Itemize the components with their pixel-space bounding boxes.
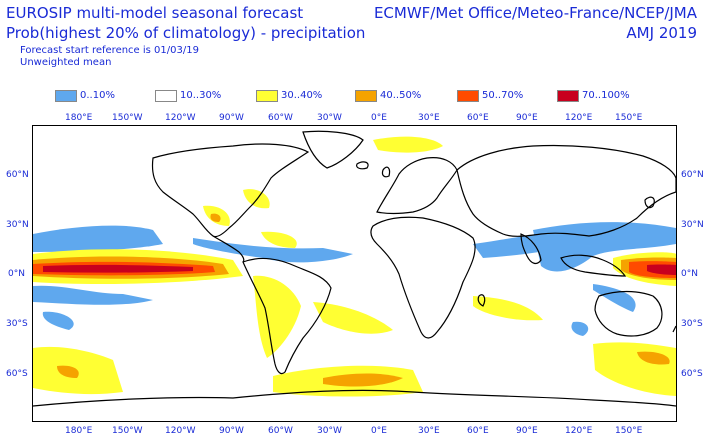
lat-label-left: 0°N	[8, 269, 25, 279]
shade-low-pacific-north	[33, 225, 163, 252]
legend-label: 70..100%	[582, 90, 630, 101]
lon-label-top: 90°W	[219, 113, 244, 123]
lon-label-bottom: 90°E	[516, 426, 538, 436]
shade-70-west-pacific	[647, 264, 676, 275]
lon-label-bottom: 150°W	[112, 426, 143, 436]
lon-label-bottom: 60°E	[467, 426, 489, 436]
lat-label-left: 30°S	[6, 319, 28, 329]
legend-swatch	[155, 90, 177, 102]
lat-label-right: 30°N	[681, 220, 704, 230]
lat-label-right: 30°S	[681, 319, 703, 329]
shade-30-south-atlantic	[313, 302, 393, 334]
lat-label-right: 0°N	[681, 269, 698, 279]
coast-north-america	[151, 143, 310, 238]
centres-label: ECMWF/Met Office/Meteo-France/NCEP/JMA	[373, 4, 697, 22]
shade-low-pacific-south	[33, 285, 153, 305]
shade-40-southern-atlantic	[323, 373, 403, 387]
legend-swatch	[557, 90, 579, 102]
mean-type: Unweighted mean	[20, 57, 112, 68]
forecast-reference: Forecast start reference is 01/03/19	[20, 45, 199, 56]
title-line-2: Prob(highest 20% of climatology) - preci…	[6, 24, 366, 42]
shade-30-south-america	[253, 275, 301, 358]
shade-low-west-pacific-south	[593, 284, 636, 312]
shade-low-east-pacific	[42, 311, 74, 330]
coast-central-america	[212, 235, 245, 263]
lon-label-top: 90°E	[516, 113, 538, 123]
legend-label: 50..70%	[482, 90, 524, 101]
lon-label-top: 150°E	[615, 113, 643, 123]
lon-label-bottom: 90°W	[219, 426, 244, 436]
coast-australia	[594, 290, 663, 337]
lon-label-top: 30°W	[317, 113, 342, 123]
legend-swatch	[55, 90, 77, 102]
coast-asia	[456, 144, 676, 237]
title-line-1: EUROSIP multi-model seasonal forecast	[6, 4, 304, 22]
shade-low-south-indian	[571, 321, 589, 336]
coast-madagascar	[477, 294, 486, 307]
lat-label-right: 60°S	[681, 369, 703, 379]
lon-label-bottom: 30°W	[317, 426, 342, 436]
coast-japan	[644, 196, 655, 209]
lon-label-bottom: 60°W	[268, 426, 293, 436]
lat-label-left: 30°N	[6, 220, 29, 230]
lat-label-left: 60°N	[6, 170, 29, 180]
map-canvas	[33, 126, 676, 421]
lon-label-top: 180°E	[65, 113, 93, 123]
shade-30-east-us	[243, 189, 270, 209]
shade-40-southern-indian	[637, 351, 670, 365]
lon-label-bottom: 30°E	[418, 426, 440, 436]
coast-india	[520, 233, 542, 265]
lat-label-left: 60°S	[6, 369, 28, 379]
shade-70-equatorial-pacific	[43, 264, 193, 273]
lon-label-top: 0°E	[371, 113, 387, 123]
shade-30-tropical-atlantic	[261, 231, 297, 248]
coast-antarctica	[33, 389, 676, 407]
lon-label-top: 120°E	[565, 113, 593, 123]
coast-greenland	[302, 130, 364, 169]
legend-swatch	[457, 90, 479, 102]
coast-maritime-continent	[560, 254, 627, 277]
shade-30-southern-ocean-pacific	[33, 346, 123, 395]
lon-label-top: 30°E	[418, 113, 440, 123]
legend-label: 10..30%	[180, 90, 222, 101]
lon-label-top: 60°E	[467, 113, 489, 123]
lon-label-bottom: 150°E	[615, 426, 643, 436]
season-label: AMJ 2019	[626, 24, 697, 42]
coast-uk	[381, 166, 391, 178]
lon-label-top: 120°W	[165, 113, 196, 123]
color-legend: 0..10% 10..30% 30..40% 40..50% 50..70% 7…	[0, 89, 707, 103]
legend-label: 30..40%	[281, 90, 323, 101]
lon-label-bottom: 180°E	[65, 426, 93, 436]
shade-low-tropical-atlantic	[193, 238, 353, 263]
lon-label-bottom: 120°W	[165, 426, 196, 436]
coastline-layer	[33, 130, 676, 407]
lon-label-top: 150°W	[112, 113, 143, 123]
legend-swatch	[256, 90, 278, 102]
shade-30-arctic	[373, 136, 443, 153]
coast-south-america	[242, 257, 332, 375]
lon-label-top: 60°W	[268, 113, 293, 123]
lon-label-bottom: 120°E	[565, 426, 593, 436]
lon-label-bottom: 0°E	[371, 426, 387, 436]
shade-40-southern-pacific	[57, 365, 79, 378]
legend-swatch	[355, 90, 377, 102]
legend-label: 0..10%	[80, 90, 115, 101]
shade-30-south-indian	[473, 296, 543, 321]
coast-iceland	[356, 161, 369, 170]
lat-label-right: 60°N	[681, 170, 704, 180]
shade-40-small	[210, 213, 221, 222]
world-map	[32, 125, 677, 422]
legend-label: 40..50%	[380, 90, 422, 101]
coast-africa	[370, 216, 476, 339]
coast-new-zealand	[672, 325, 676, 333]
